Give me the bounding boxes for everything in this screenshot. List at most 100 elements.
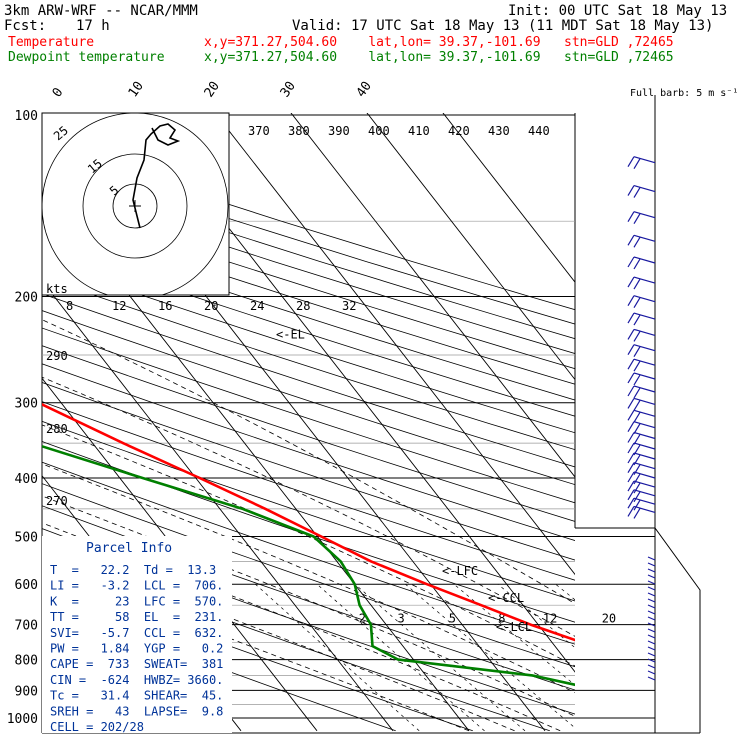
hodograph-speed-label: 16 (158, 299, 172, 313)
hodograph-units: kts (46, 282, 68, 296)
wind-barb (633, 211, 656, 219)
valid-time: Valid: 17 UTC Sat 18 May 13 (11 MDT Sat … (292, 18, 714, 34)
parcel-info-row: SVI= -5.7 CCL = 632. (50, 626, 223, 640)
hodograph-speed-label: 8 (66, 299, 73, 313)
parcel-info-row: CELL = 202/28 (50, 720, 144, 734)
wind-barb (633, 489, 656, 497)
hodograph-speed-label: 28 (296, 299, 310, 313)
temperature-legend: Temperature (8, 35, 95, 50)
wind-barb (647, 574, 656, 579)
pressure-label: 900 (15, 684, 38, 699)
isotherm-label: 30 (278, 79, 299, 100)
wind-barb (627, 497, 635, 509)
isotherm-labels: -80-70-60-50-40-30-20-10010203040 (50, 79, 375, 100)
dewpoint-location: x,y=371.27,504.60 lat,lon= 39.37,-101.69… (204, 50, 674, 65)
wind-barb (627, 344, 635, 356)
level-annotation: <-LFC (442, 564, 478, 578)
wind-barb (633, 423, 641, 435)
wind-barb (647, 568, 656, 573)
dry-adiabat-line (42, 483, 575, 668)
wind-barb (633, 295, 656, 303)
wind-barb (627, 480, 635, 492)
wind-barb (633, 462, 656, 470)
level-annotation: <-EL (276, 327, 305, 341)
wind-barb (633, 234, 656, 242)
wind-barb (647, 670, 656, 675)
wind-barb (647, 646, 656, 651)
pressure-label: 700 (15, 619, 38, 634)
hodograph-trace (132, 123, 181, 229)
theta-labels: 370 380 390 400 410 420 430 440 290 280 270 (46, 124, 550, 508)
dry-adiabat-line (42, 199, 575, 370)
wind-barb (633, 387, 641, 399)
pressure-axis-labels: 100 200 300 400 500 600 700 800 900 1000 (7, 109, 38, 727)
wind-barb (633, 187, 641, 198)
wind-barb (633, 256, 656, 264)
wind-barb (647, 610, 656, 615)
dry-adiabat-line (42, 576, 473, 732)
mixing-ratio-label: 8 (498, 612, 505, 626)
wind-barb (647, 556, 656, 561)
mixing-ratio-line (354, 583, 526, 732)
wind-barb (633, 505, 656, 513)
wind-barb (627, 432, 635, 443)
wind-barb (633, 344, 656, 352)
wind-barb (633, 409, 656, 417)
wind-barb (633, 360, 641, 372)
wind-barb (633, 156, 656, 164)
parcel-info-row: SREH = 43 LAPSE= 9.8 (50, 704, 223, 718)
parcel-info-row: CIN = -624 HWBZ= 3660. (50, 673, 223, 687)
dewpoint-legend: Dewpoint temperature (8, 50, 165, 65)
pressure-label: 600 (15, 578, 38, 593)
wind-barb (627, 312, 635, 324)
hodograph-ring (42, 113, 229, 295)
wind-barb (627, 506, 635, 517)
wind-barb (633, 278, 641, 290)
dry-adiabat-line (42, 310, 575, 486)
wind-barb (633, 312, 656, 320)
init-time: Init: 00 UTC Sat 18 May 13 (508, 3, 728, 19)
hodograph-ring (112, 183, 158, 229)
mixing-ratio-line (405, 583, 575, 729)
wind-barb (633, 421, 656, 429)
mixing-ratio-label: 5 (449, 612, 456, 626)
dry-adiabat-line (42, 260, 575, 434)
wind-barb (633, 397, 656, 405)
isotherm-label: 40 (354, 79, 375, 100)
pressure-label: 800 (15, 654, 38, 669)
wind-barb (627, 276, 635, 288)
wind-barb (647, 562, 656, 567)
dry-adiabat-line (42, 214, 575, 385)
parcel-info-row: CAPE = 733 SWEAT= 381 (50, 657, 223, 671)
wind-barb (627, 452, 635, 464)
isotherm-line (442, 113, 575, 283)
temperature-location: x,y=371.27,504.60 lat,lon= 39.37,-101.69… (204, 35, 674, 50)
wind-barb (633, 328, 656, 336)
hodograph-speed-label: 24 (250, 299, 264, 313)
mixing-ratio-lines (255, 583, 575, 732)
moist-adiabat-line (42, 319, 575, 605)
forecast-hour: 17 h (76, 18, 110, 34)
wind-barb (633, 400, 641, 411)
mixing-ratio-label: 20 (602, 612, 616, 626)
wind-barb (633, 331, 641, 342)
theta-label: 280 (46, 422, 68, 436)
wind-barb (633, 297, 641, 309)
wind-barb (633, 431, 656, 440)
wind-barb (633, 372, 656, 380)
wind-barb (633, 374, 641, 386)
pressure-label: 1000 (7, 712, 38, 727)
isotherm-label: 10 (126, 79, 147, 100)
wind-barb (627, 295, 635, 307)
parcel-info-row: K = 23 LFC = 570. (50, 594, 223, 608)
dry-adiabat-line (42, 276, 575, 451)
pressure-label: 100 (15, 109, 38, 124)
isotherm-line (42, 280, 394, 732)
wind-barb (627, 489, 635, 501)
dry-adiabat-line (42, 461, 575, 645)
wind-barb (633, 482, 641, 494)
wind-barb (627, 409, 635, 421)
isotherm-line (42, 377, 318, 732)
wind-barb (627, 398, 635, 409)
